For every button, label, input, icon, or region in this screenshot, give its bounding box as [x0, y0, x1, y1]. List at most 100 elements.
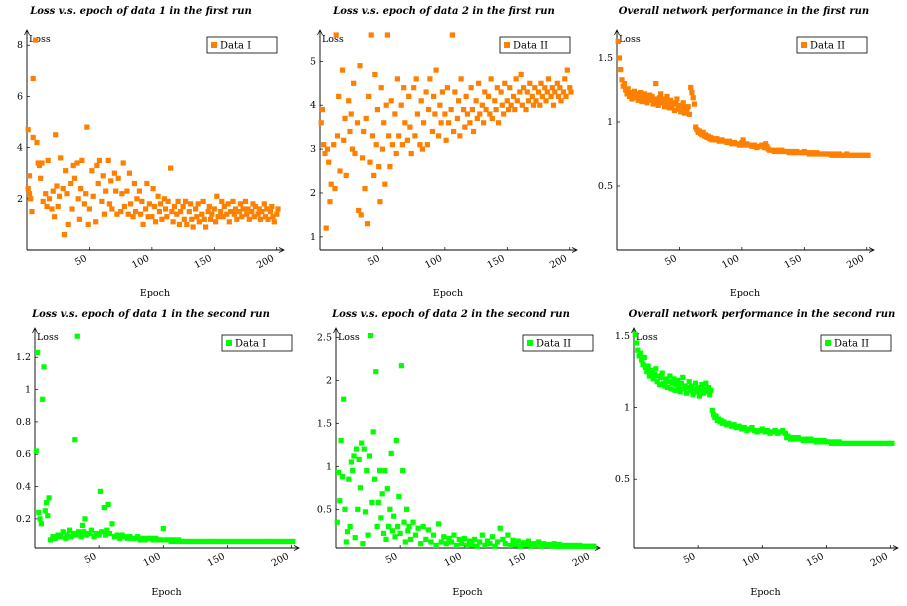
- data-point: [379, 146, 385, 152]
- data-point: [741, 425, 747, 431]
- data-point: [389, 142, 395, 148]
- data-point: [477, 539, 483, 545]
- data-point: [344, 529, 351, 535]
- x-axis-arrow: [892, 545, 899, 551]
- data-point: [190, 224, 196, 230]
- data-point: [100, 173, 106, 179]
- legend-label: Data II: [810, 41, 845, 52]
- data-point: [380, 530, 387, 536]
- data-point: [405, 528, 411, 534]
- data-point: [641, 354, 647, 360]
- data-point: [533, 98, 539, 104]
- data-point: [60, 529, 66, 535]
- data-point: [342, 115, 348, 121]
- data-point: [383, 536, 389, 542]
- data-point: [749, 425, 755, 431]
- x-axis-label: Epoch: [433, 288, 463, 299]
- data-point: [38, 175, 44, 181]
- data-point: [542, 85, 548, 91]
- data-point: [377, 468, 383, 474]
- data-point: [70, 162, 76, 169]
- data-point: [506, 107, 512, 113]
- data-point: [126, 170, 132, 176]
- data-point: [149, 214, 155, 220]
- data-point: [346, 98, 352, 104]
- x-tick-label: 200: [571, 551, 592, 569]
- data-point: [543, 98, 549, 104]
- data-point: [550, 102, 557, 108]
- data-point: [206, 203, 212, 210]
- data-point: [366, 93, 372, 99]
- data-point: [436, 133, 442, 139]
- x-tick-label: 150: [783, 253, 804, 271]
- data-point: [136, 188, 142, 194]
- data-point: [685, 384, 691, 391]
- data-point: [362, 186, 368, 192]
- data-point: [688, 84, 694, 91]
- data-point: [536, 539, 542, 545]
- legend: Data II: [499, 36, 571, 54]
- data-point: [359, 440, 365, 446]
- data-point: [700, 390, 706, 396]
- data-point: [58, 534, 64, 540]
- data-point: [545, 76, 552, 82]
- x-tick-label: 50: [663, 253, 679, 268]
- data-point: [426, 107, 432, 113]
- data-point: [39, 160, 45, 166]
- y-axis-label: Loss: [338, 332, 360, 343]
- data-point: [382, 468, 388, 474]
- data-point: [446, 120, 452, 126]
- data-point: [501, 111, 507, 117]
- data-point: [736, 423, 742, 429]
- data-point: [432, 111, 438, 117]
- data-point: [188, 201, 194, 207]
- data-point: [339, 474, 345, 480]
- data-point: [42, 508, 48, 514]
- data-point: [397, 530, 403, 536]
- data-point: [558, 98, 564, 104]
- data-point: [150, 186, 156, 192]
- data-point: [95, 180, 101, 187]
- data-point: [656, 95, 663, 101]
- y-axis-label: Loss: [619, 34, 641, 45]
- data-point: [497, 525, 503, 531]
- y-tick-label: 4: [17, 143, 23, 154]
- data-point: [557, 85, 563, 91]
- data-point: [477, 111, 483, 117]
- data-point: [373, 369, 379, 375]
- data-point: [73, 532, 79, 538]
- data-point: [364, 468, 370, 474]
- data-point: [423, 89, 429, 95]
- data-point: [28, 196, 34, 202]
- data-point: [654, 98, 660, 105]
- data-point: [171, 203, 177, 210]
- data-point: [68, 180, 74, 187]
- data-point: [648, 367, 654, 373]
- data-point: [487, 541, 493, 547]
- data-point: [146, 201, 152, 207]
- data-point: [366, 453, 372, 459]
- data-point: [384, 486, 390, 492]
- data-point: [686, 379, 692, 385]
- data-point: [418, 98, 424, 104]
- data-point: [518, 71, 524, 78]
- data-point: [635, 347, 641, 353]
- data-point: [52, 535, 59, 541]
- data-point: [666, 379, 672, 385]
- data-point: [695, 384, 701, 391]
- data-point: [664, 384, 670, 391]
- data-point: [78, 186, 84, 192]
- x-axis-arrow: [293, 545, 300, 551]
- data-point: [255, 211, 261, 217]
- data-point: [535, 89, 542, 95]
- data-point: [528, 543, 534, 549]
- data-point: [568, 89, 574, 95]
- data-point: [544, 89, 550, 95]
- data-point: [164, 214, 170, 220]
- data-point: [327, 199, 333, 205]
- x-axis-arrow: [278, 247, 285, 253]
- data-point: [420, 523, 426, 530]
- data-point: [644, 369, 650, 375]
- data-point: [94, 162, 100, 169]
- data-point: [678, 380, 685, 386]
